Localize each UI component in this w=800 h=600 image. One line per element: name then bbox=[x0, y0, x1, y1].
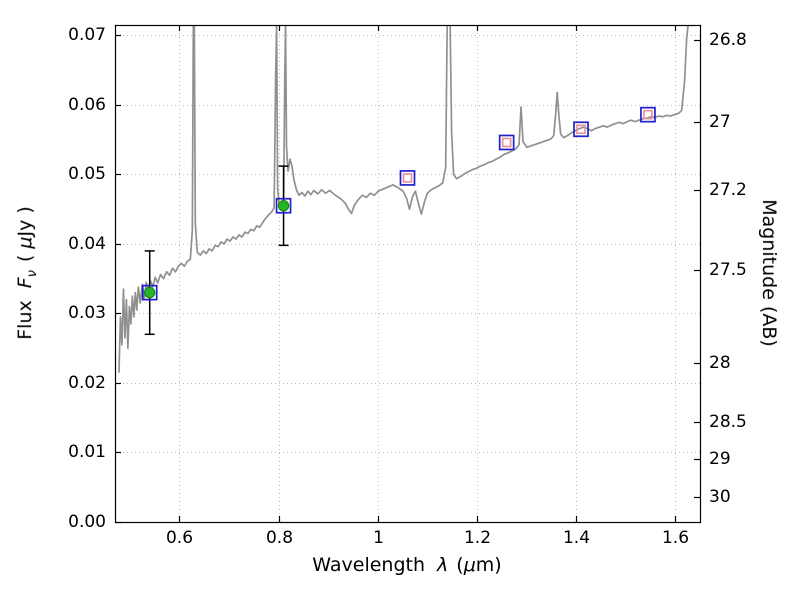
y-unit-open: ( bbox=[14, 248, 37, 263]
flux-symbol: F bbox=[14, 277, 37, 289]
y2-axis-label: Magnitude (AB) bbox=[758, 199, 780, 347]
x-unit-close: m) bbox=[475, 554, 502, 576]
lambda-symbol: λ bbox=[437, 554, 449, 576]
nu-symbol: ν bbox=[24, 270, 40, 278]
mu-symbol: μ bbox=[14, 236, 37, 249]
y-unit-close: Jy ) bbox=[14, 206, 37, 237]
y-axis-label: Flux Fν ( μJy ) bbox=[14, 206, 40, 340]
y-axis-title: Flux bbox=[14, 300, 37, 340]
mu-symbol: μ bbox=[463, 554, 476, 576]
x-unit-open: ( bbox=[456, 554, 464, 576]
x-axis-title: Wavelength bbox=[312, 554, 426, 576]
x-axis-label: Wavelength λ (μm) bbox=[312, 554, 501, 576]
